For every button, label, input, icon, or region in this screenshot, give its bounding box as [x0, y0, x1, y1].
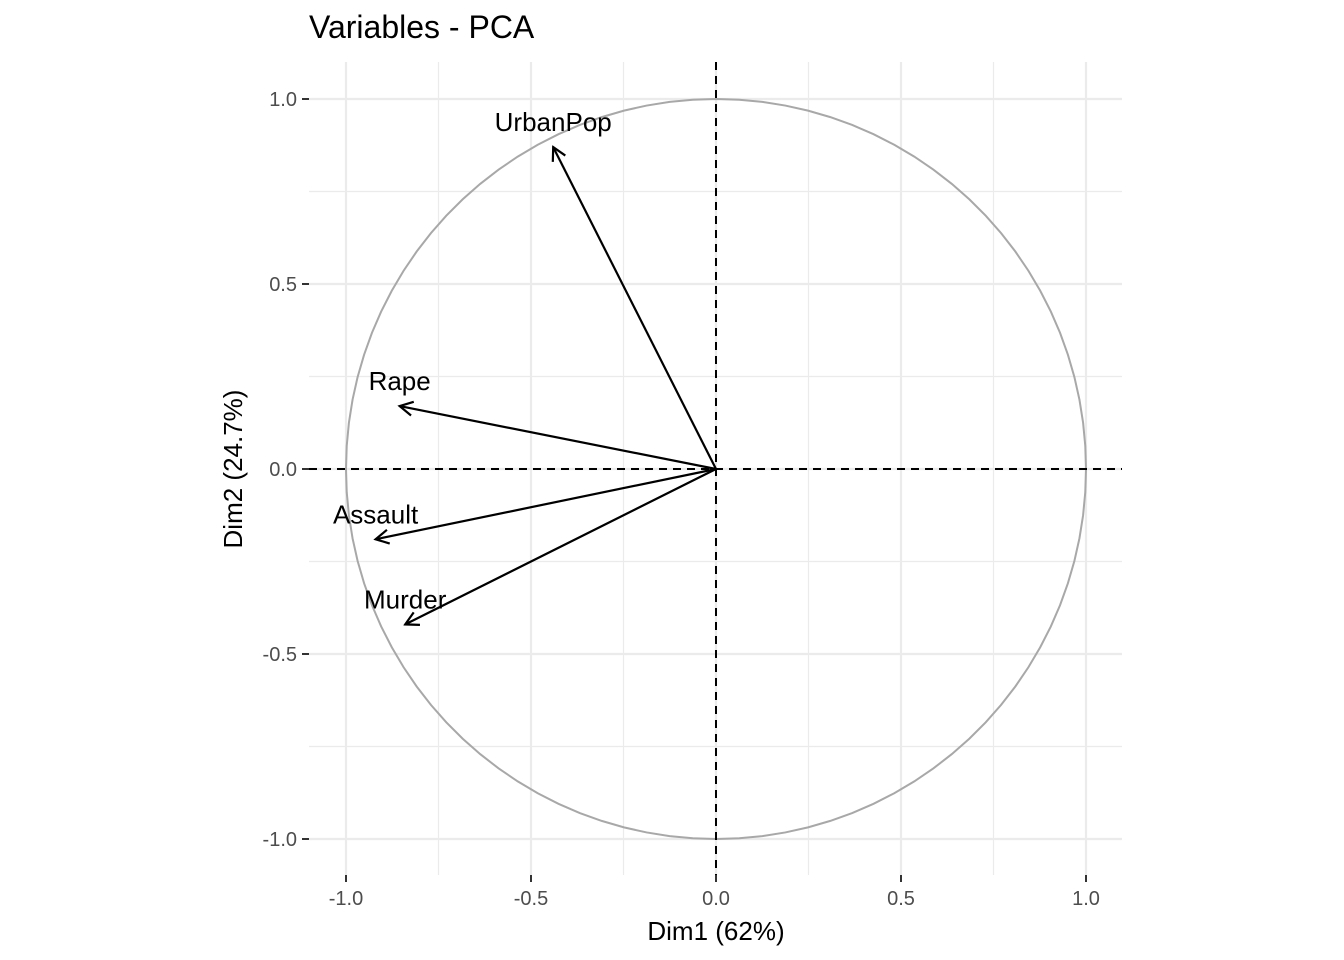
arrow-urbanpop	[553, 147, 717, 470]
arrow-murder	[405, 468, 717, 624]
correlation-circle	[344, 97, 1087, 841]
label-rape: Rape	[369, 366, 431, 396]
x-tick-label: 0.5	[887, 888, 915, 910]
y-tick-label: -0.5	[263, 644, 297, 666]
arrow-assault	[376, 467, 717, 539]
label-urbanpop: UrbanPop	[495, 107, 612, 137]
correlation-circle-layer	[344, 97, 1087, 841]
y-tick-label: -1.0	[263, 829, 297, 851]
y-tick-label: 1.0	[269, 89, 297, 111]
x-tick-label: -1.0	[329, 888, 363, 910]
variable-labels: UrbanPop Rape Assault Murder	[333, 107, 612, 614]
chart-title: Variables - PCA	[309, 9, 535, 45]
label-assault: Assault	[333, 499, 419, 529]
x-tick-label: -0.5	[514, 888, 548, 910]
label-murder: Murder	[364, 584, 447, 614]
y-axis-title: Dim2 (24.7%)	[218, 390, 248, 549]
x-tick-label: 0.0	[702, 888, 730, 910]
axes: -1.0 -0.5 0.0 0.5 1.0 -1.0 -0.5 0.0 0.5 1.0	[263, 89, 1100, 910]
x-axis-title: Dim1 (62%)	[647, 916, 784, 946]
variable-arrows	[376, 147, 717, 624]
y-tick-label: 0.5	[269, 274, 297, 296]
arrow-rape	[400, 406, 717, 471]
y-tick-label: 0.0	[269, 459, 297, 481]
x-tick-label: 1.0	[1072, 888, 1100, 910]
